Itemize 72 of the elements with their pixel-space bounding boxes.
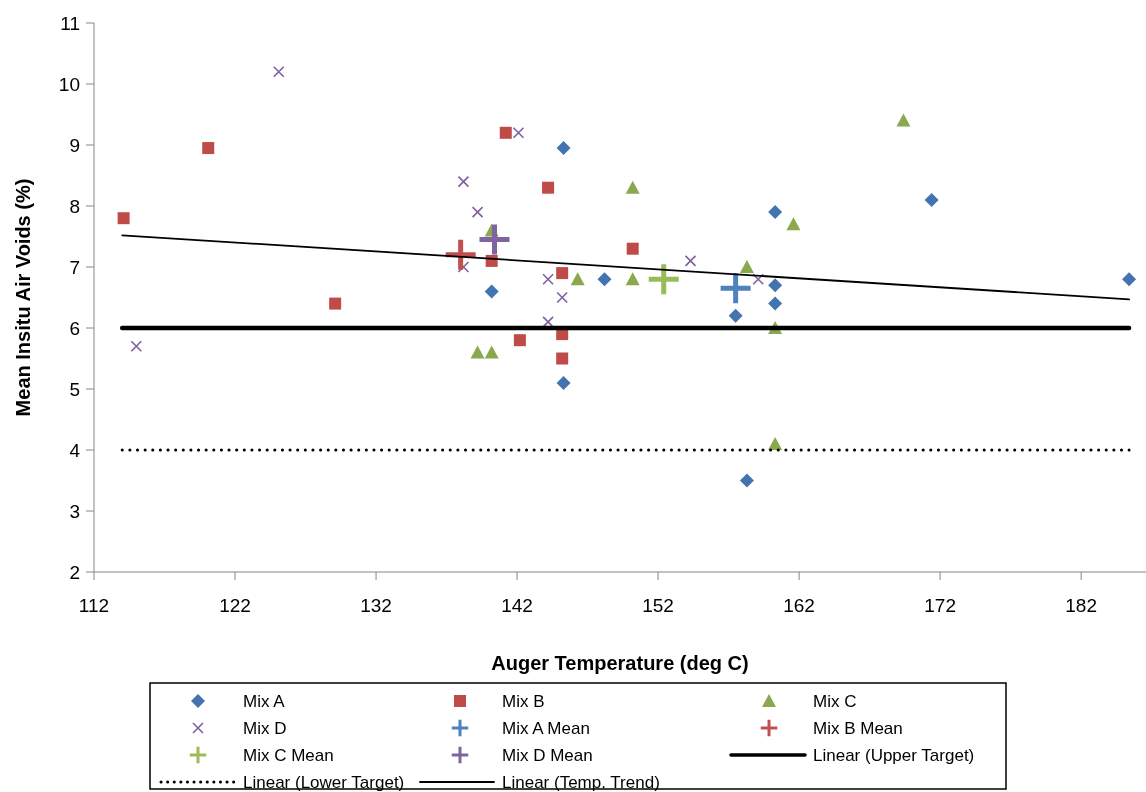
x-tick-label: 112 <box>78 595 110 616</box>
point <box>720 273 751 304</box>
legend-label: Mix A <box>243 691 286 711</box>
y-tick-label: 7 <box>69 256 80 278</box>
point <box>626 242 639 255</box>
y-axis-title: Mean Insitu Air Voids (%) <box>12 178 34 417</box>
point <box>896 113 911 127</box>
point <box>648 264 679 295</box>
legend-label: Linear (Temp. Trend) <box>502 772 660 792</box>
y-tick-label: 3 <box>69 500 80 522</box>
point <box>1122 272 1137 287</box>
point <box>570 272 585 286</box>
y-tick-label: 9 <box>69 134 80 156</box>
point <box>542 273 554 285</box>
x-tick-label: 132 <box>360 595 392 616</box>
x-tick-label: 182 <box>1065 595 1097 616</box>
legend-label: Mix A Mean <box>502 718 590 738</box>
point <box>484 345 499 359</box>
point <box>117 212 130 225</box>
point <box>484 284 499 299</box>
legend-label: Linear (Upper Target) <box>813 745 975 765</box>
legend-label: Mix C <box>813 691 857 711</box>
y-tick-label: 2 <box>69 561 80 583</box>
point <box>513 334 526 347</box>
y-tick-label: 5 <box>69 378 80 400</box>
point <box>728 308 743 323</box>
legend-label: Mix D Mean <box>502 745 593 765</box>
point <box>768 278 783 293</box>
legend-label: Mix B <box>502 691 545 711</box>
point <box>202 142 215 155</box>
point <box>471 206 484 218</box>
point <box>625 180 640 194</box>
point <box>752 273 764 285</box>
x-tick-label: 152 <box>642 595 674 616</box>
point <box>768 205 783 220</box>
point <box>556 141 571 156</box>
x-tick-label: 122 <box>219 595 251 616</box>
point <box>130 340 143 353</box>
legend-label: Linear (Lower Target) <box>243 772 405 792</box>
y-tick-label: 8 <box>69 195 80 217</box>
x-axis-title: Auger Temperature (deg C) <box>491 652 749 674</box>
point <box>512 127 525 139</box>
x-tick-label: 142 <box>501 595 533 616</box>
x-tick-label: 162 <box>783 595 815 616</box>
x-tick-label: 172 <box>924 595 956 616</box>
point <box>556 352 569 365</box>
point <box>768 436 783 450</box>
point <box>556 375 571 390</box>
point <box>556 267 569 280</box>
point <box>739 260 754 273</box>
point <box>457 175 470 188</box>
point <box>768 296 783 311</box>
point <box>499 126 512 139</box>
y-tick-label: 6 <box>69 317 80 339</box>
point <box>479 224 510 255</box>
point <box>625 272 640 286</box>
legend-label: Mix D <box>243 718 287 738</box>
y-tick-label: 11 <box>60 12 80 34</box>
y-tick-label: 4 <box>69 439 81 461</box>
point <box>542 181 555 194</box>
point <box>739 473 754 488</box>
y-tick-label: 10 <box>58 73 80 95</box>
point <box>272 66 285 78</box>
point <box>684 255 697 267</box>
legend-label: Mix C Mean <box>243 745 334 765</box>
legend-label: Mix B Mean <box>813 718 903 738</box>
point <box>597 272 612 287</box>
point <box>556 291 568 304</box>
point <box>924 192 939 207</box>
point <box>786 217 801 231</box>
point <box>329 297 342 310</box>
point <box>470 345 485 359</box>
